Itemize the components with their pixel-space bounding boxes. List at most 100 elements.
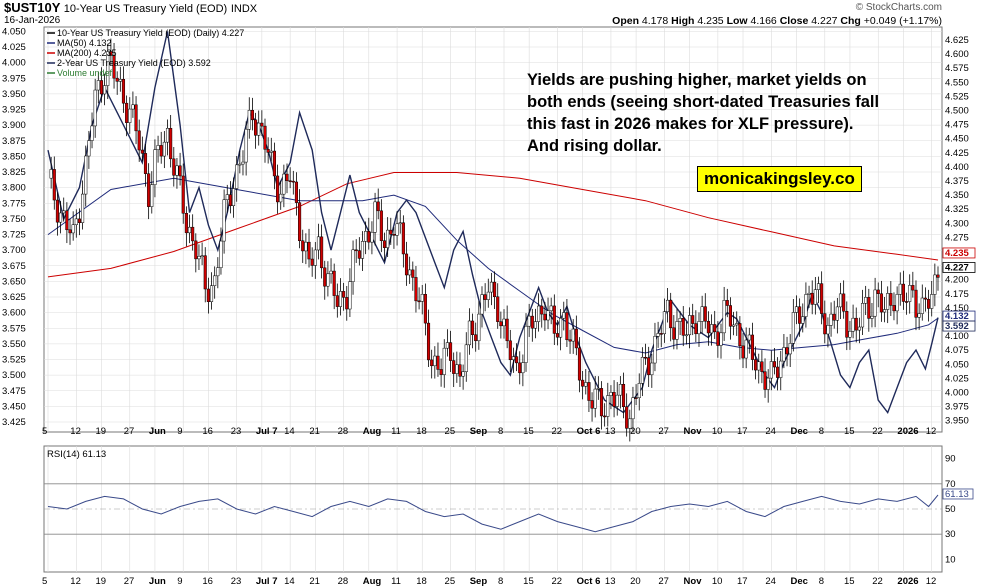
candle-body [637, 383, 641, 399]
candle-body [386, 229, 390, 248]
right-value-tag [942, 320, 976, 332]
candle-body [370, 232, 374, 243]
close-value: 4.227 [811, 15, 838, 27]
candle-body [848, 330, 852, 338]
candle-body [549, 305, 553, 312]
x-tick-label: 8 [498, 426, 503, 437]
candle-body [732, 324, 736, 327]
candle-body [357, 250, 361, 259]
candle-body [345, 297, 349, 310]
candle-body [272, 150, 276, 177]
right-tick-label: 4.550 [945, 77, 969, 88]
candle-body [197, 256, 201, 260]
right-tick-label: 4.450 [945, 134, 969, 145]
x-tick-label-rsi: 14 [284, 576, 295, 587]
right-tick-label: 4.625 [945, 35, 969, 46]
candle-body [351, 249, 355, 282]
candle-body [77, 218, 81, 223]
candle-body [279, 193, 283, 203]
candle-body [779, 360, 783, 378]
ust2y-line [47, 31, 939, 415]
left-tick-label: 3.525 [2, 355, 26, 366]
candle-body [307, 241, 311, 260]
candle-body [546, 310, 550, 321]
candle-body [338, 291, 343, 307]
candle-body [540, 305, 544, 315]
candle-body [329, 270, 333, 275]
candle-body [788, 343, 792, 355]
candle-body [870, 315, 874, 319]
open-value: 4.178 [641, 15, 669, 27]
candle-body [612, 392, 616, 407]
rsi-title: RSI(14) 61.13 [47, 449, 106, 460]
candle-body [703, 306, 707, 322]
candle-body [316, 236, 321, 251]
annotation-line-4: And rising dollar. [527, 137, 662, 155]
candle-body [628, 418, 632, 429]
candle-body [162, 141, 166, 157]
candle-body [640, 356, 644, 384]
x-tick-label: 16 [202, 426, 213, 437]
candle-body [659, 333, 663, 335]
candle-body [71, 224, 75, 234]
left-tick-label: 3.450 [2, 401, 26, 412]
right-tick-label: 4.050 [945, 359, 969, 370]
right-tick-label: 3.975 [945, 402, 969, 413]
candle-body [360, 241, 365, 259]
left-tick-label: 3.975 [2, 73, 26, 84]
rsi-tick-label: 10 [945, 554, 956, 565]
x-tick-label-rsi: Dec [790, 576, 807, 587]
candle-body [908, 285, 912, 302]
candle-body [194, 240, 198, 260]
x-tick-label-rsi: 11 [391, 576, 401, 587]
candle-body [565, 312, 569, 341]
x-tick-label: Aug [363, 426, 382, 437]
candle-body [430, 359, 434, 367]
candle-body [754, 359, 758, 371]
x-tick-label-rsi: Sep [470, 576, 488, 587]
x-tick-label: 8 [819, 426, 824, 437]
x-tick-label-rsi: Jun [149, 576, 166, 587]
x-tick-label-rsi: 20 [630, 576, 641, 587]
x-tick-label-rsi: Jul 7 [256, 576, 278, 587]
right-tick-label: 4.025 [945, 373, 969, 384]
candle-body [665, 299, 670, 312]
candle-body [398, 222, 402, 225]
candle-body [178, 165, 182, 177]
candle-body [499, 321, 503, 327]
candle-body [52, 169, 56, 201]
right-value-tag-text: 4.235 [945, 248, 969, 259]
candle-body [269, 150, 273, 153]
candle-body [285, 173, 289, 181]
candle-body [716, 331, 720, 346]
x-tick-label-rsi: Aug [363, 576, 382, 587]
x-tick-label: 21 [309, 426, 320, 437]
x-tick-label-rsi: 9 [177, 576, 182, 587]
copyright: © StockCharts.com [855, 2, 942, 13]
candle-body [231, 188, 236, 207]
candle-body [650, 362, 654, 376]
close-label: Close [779, 15, 809, 27]
candle-body [150, 184, 154, 207]
x-tick-label-rsi: 27 [658, 576, 669, 587]
x-tick-label: 28 [338, 426, 349, 437]
right-value-tag-text: 3.592 [945, 321, 969, 332]
candle-body [835, 306, 839, 321]
candle-body [96, 80, 100, 91]
candle-body [688, 315, 692, 336]
candle-body [294, 181, 298, 203]
candle-body [927, 298, 931, 309]
left-tick-label: 3.900 [2, 120, 26, 131]
candle-body [121, 79, 126, 104]
candle-body [109, 51, 113, 56]
candle-body [464, 344, 468, 372]
left-tick-label: 3.725 [2, 230, 26, 241]
ma200-line [47, 172, 939, 278]
candle-body [898, 283, 902, 295]
candle-body [889, 293, 893, 306]
candle-body [452, 360, 456, 374]
candle-body [172, 158, 176, 176]
candle-body [298, 202, 302, 241]
candle-body [794, 306, 799, 313]
